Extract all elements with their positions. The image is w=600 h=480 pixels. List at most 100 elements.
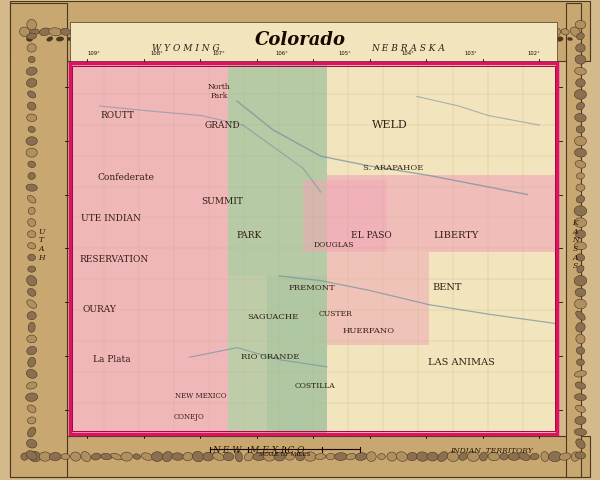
Ellipse shape bbox=[26, 114, 37, 121]
Ellipse shape bbox=[254, 27, 265, 37]
Ellipse shape bbox=[26, 370, 37, 378]
Text: 102°: 102° bbox=[527, 51, 540, 56]
Ellipse shape bbox=[304, 27, 316, 37]
Ellipse shape bbox=[311, 36, 319, 42]
Bar bbox=[327, 252, 429, 345]
Ellipse shape bbox=[333, 36, 338, 42]
Ellipse shape bbox=[253, 453, 266, 460]
Ellipse shape bbox=[148, 36, 155, 42]
Ellipse shape bbox=[28, 195, 36, 203]
Ellipse shape bbox=[576, 184, 585, 191]
Ellipse shape bbox=[26, 382, 37, 389]
Ellipse shape bbox=[244, 452, 254, 461]
Ellipse shape bbox=[574, 218, 587, 227]
Ellipse shape bbox=[378, 454, 385, 459]
Text: 108°: 108° bbox=[150, 51, 163, 56]
Ellipse shape bbox=[539, 27, 551, 36]
Ellipse shape bbox=[575, 311, 585, 320]
Ellipse shape bbox=[541, 452, 548, 461]
Ellipse shape bbox=[427, 452, 438, 461]
Bar bbox=[228, 63, 327, 276]
Ellipse shape bbox=[427, 27, 438, 36]
Ellipse shape bbox=[575, 136, 586, 146]
Ellipse shape bbox=[109, 37, 113, 41]
Ellipse shape bbox=[101, 454, 112, 460]
Ellipse shape bbox=[20, 27, 30, 36]
Ellipse shape bbox=[396, 452, 408, 461]
Ellipse shape bbox=[132, 27, 142, 36]
Ellipse shape bbox=[274, 452, 285, 461]
Bar bbox=[70, 63, 557, 434]
Bar bbox=[327, 63, 557, 175]
Text: EL PASO: EL PASO bbox=[352, 231, 392, 240]
Ellipse shape bbox=[27, 347, 37, 355]
Bar bbox=[70, 63, 557, 434]
Text: WELD: WELD bbox=[372, 120, 407, 130]
Ellipse shape bbox=[27, 33, 37, 39]
Ellipse shape bbox=[520, 28, 529, 36]
Ellipse shape bbox=[61, 28, 71, 36]
Ellipse shape bbox=[90, 27, 102, 36]
Ellipse shape bbox=[575, 21, 586, 29]
Ellipse shape bbox=[26, 67, 37, 75]
Ellipse shape bbox=[346, 27, 356, 36]
Ellipse shape bbox=[464, 37, 472, 41]
Text: W Y O M I N G: W Y O M I N G bbox=[152, 44, 220, 53]
Ellipse shape bbox=[151, 452, 163, 461]
Ellipse shape bbox=[28, 126, 35, 132]
Ellipse shape bbox=[343, 36, 349, 42]
Ellipse shape bbox=[397, 28, 407, 35]
Ellipse shape bbox=[434, 36, 440, 42]
Ellipse shape bbox=[577, 254, 584, 261]
Ellipse shape bbox=[271, 36, 277, 41]
Ellipse shape bbox=[28, 266, 35, 272]
Ellipse shape bbox=[367, 452, 376, 461]
Text: 103°: 103° bbox=[464, 51, 477, 56]
Ellipse shape bbox=[128, 37, 134, 41]
Bar bbox=[10, 436, 590, 477]
Ellipse shape bbox=[576, 323, 585, 332]
Ellipse shape bbox=[61, 454, 70, 459]
Ellipse shape bbox=[220, 37, 226, 41]
Ellipse shape bbox=[97, 36, 104, 41]
Ellipse shape bbox=[212, 453, 224, 460]
Ellipse shape bbox=[28, 91, 36, 98]
Text: LAS ANIMAS: LAS ANIMAS bbox=[428, 358, 495, 367]
Ellipse shape bbox=[355, 453, 367, 460]
Ellipse shape bbox=[49, 453, 61, 461]
Bar bbox=[70, 22, 557, 60]
Ellipse shape bbox=[457, 28, 470, 36]
Ellipse shape bbox=[575, 67, 586, 75]
Text: LIBERTY: LIBERTY bbox=[433, 231, 478, 240]
Ellipse shape bbox=[28, 102, 36, 110]
Text: OURAY: OURAY bbox=[83, 305, 116, 314]
Text: La Plata: La Plata bbox=[92, 355, 130, 364]
Ellipse shape bbox=[263, 452, 275, 461]
Text: ROUTT: ROUTT bbox=[100, 111, 134, 120]
Ellipse shape bbox=[203, 29, 213, 35]
Bar bbox=[228, 276, 327, 434]
Ellipse shape bbox=[26, 276, 37, 286]
Ellipse shape bbox=[561, 29, 569, 35]
Ellipse shape bbox=[133, 454, 140, 459]
Text: Confederate: Confederate bbox=[98, 173, 155, 182]
Ellipse shape bbox=[575, 160, 586, 168]
Ellipse shape bbox=[499, 28, 509, 36]
Ellipse shape bbox=[67, 37, 73, 41]
Ellipse shape bbox=[70, 29, 81, 35]
Ellipse shape bbox=[366, 28, 377, 36]
Ellipse shape bbox=[56, 37, 64, 41]
Ellipse shape bbox=[574, 276, 587, 286]
Ellipse shape bbox=[447, 452, 458, 461]
Bar bbox=[327, 252, 557, 434]
Ellipse shape bbox=[530, 26, 539, 37]
Ellipse shape bbox=[577, 173, 584, 179]
Ellipse shape bbox=[576, 195, 584, 203]
Ellipse shape bbox=[506, 36, 512, 41]
Ellipse shape bbox=[316, 28, 325, 36]
Ellipse shape bbox=[28, 231, 36, 238]
Ellipse shape bbox=[571, 27, 580, 36]
Ellipse shape bbox=[26, 78, 37, 87]
Ellipse shape bbox=[335, 28, 347, 36]
Ellipse shape bbox=[122, 29, 131, 35]
